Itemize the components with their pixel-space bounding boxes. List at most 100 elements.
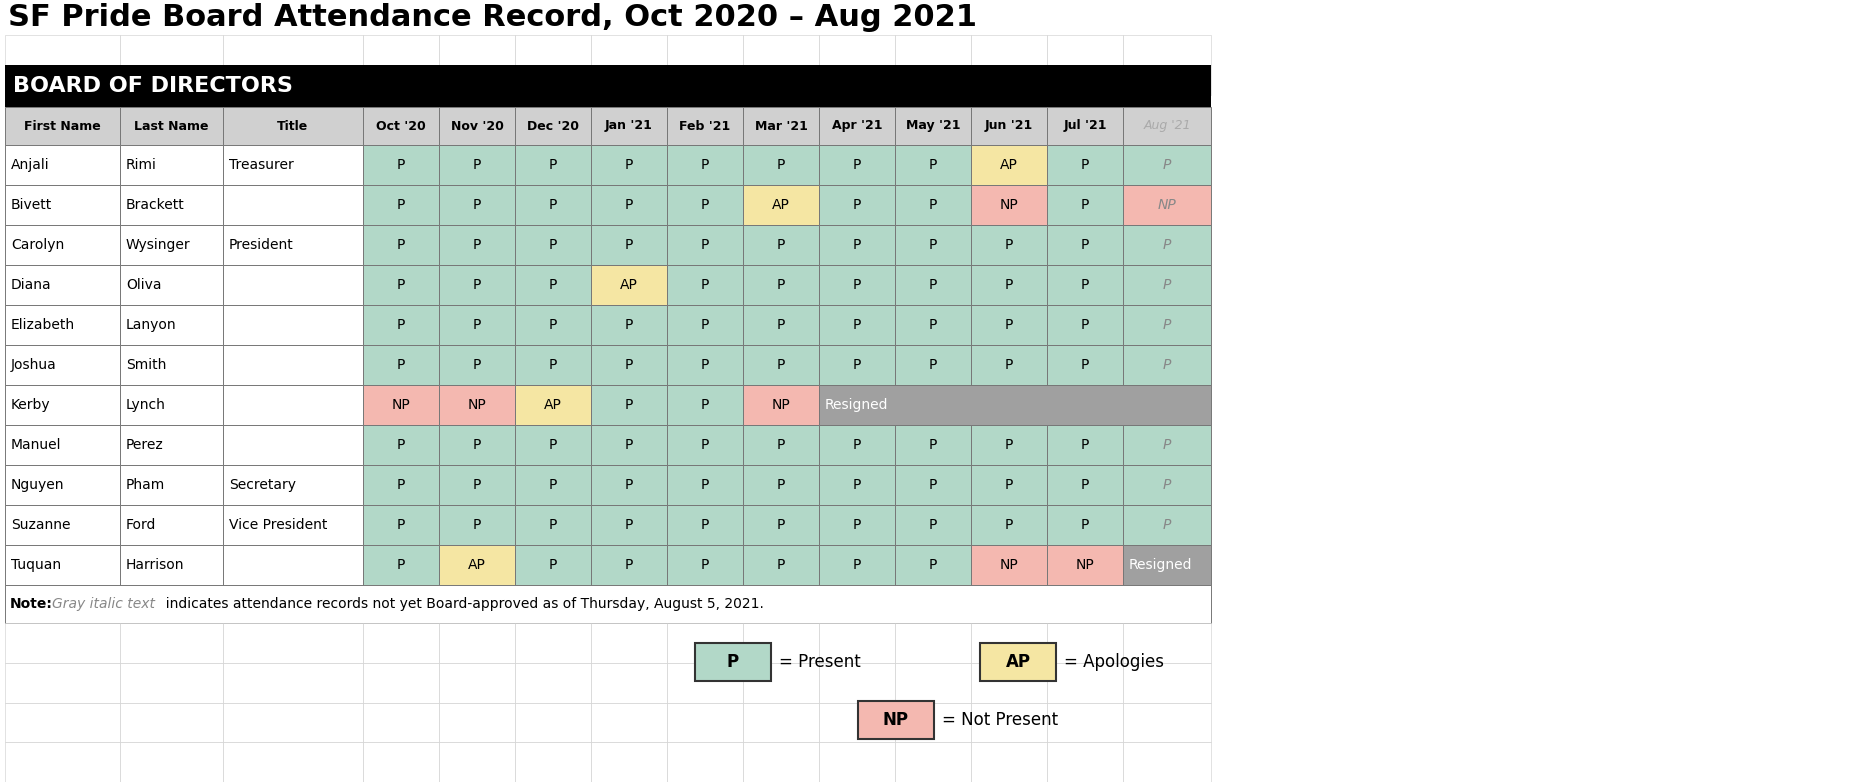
Text: Smith: Smith [126, 358, 167, 372]
Text: P: P [1081, 438, 1088, 452]
Text: Treasurer: Treasurer [230, 158, 293, 172]
Bar [515, 742, 591, 782]
Bar [743, 345, 819, 385]
Bar [363, 505, 439, 545]
Bar [1048, 505, 1124, 545]
Bar [515, 345, 591, 385]
Text: Joshua: Joshua [11, 358, 57, 372]
Bar [971, 185, 1048, 225]
Text: P: P [625, 198, 634, 212]
Text: P: P [929, 318, 936, 332]
Text: President: President [230, 238, 293, 252]
Text: Resigned: Resigned [825, 398, 888, 412]
Text: P: P [1162, 358, 1172, 372]
Text: P: P [929, 278, 936, 292]
Text: P: P [397, 238, 406, 252]
Bar [6, 465, 121, 505]
Text: Elizabeth: Elizabeth [11, 318, 76, 332]
Bar [819, 742, 895, 782]
Text: P: P [777, 478, 786, 492]
Text: P: P [1081, 198, 1088, 212]
Bar [743, 425, 819, 465]
Bar [819, 145, 895, 185]
Text: P: P [549, 558, 558, 572]
Text: Brackett: Brackett [126, 198, 185, 212]
Bar [121, 545, 222, 585]
Text: P: P [473, 198, 482, 212]
Bar [743, 702, 819, 742]
Bar [895, 663, 971, 702]
Bar [363, 425, 439, 465]
Bar [515, 65, 591, 95]
Bar [667, 702, 743, 742]
Bar [439, 265, 515, 305]
Bar [363, 663, 439, 702]
Bar [121, 385, 222, 425]
Bar [591, 425, 667, 465]
Bar [222, 623, 363, 663]
Text: P: P [625, 518, 634, 532]
Bar [121, 742, 222, 782]
Bar [515, 425, 591, 465]
Bar [6, 107, 121, 145]
Bar [819, 702, 895, 742]
Text: P: P [701, 358, 710, 372]
Bar [439, 505, 515, 545]
Text: P: P [853, 438, 862, 452]
Bar [1048, 65, 1124, 95]
Text: Anjali: Anjali [11, 158, 50, 172]
Text: P: P [473, 518, 482, 532]
Bar [515, 265, 591, 305]
Text: P: P [701, 318, 710, 332]
Bar [222, 305, 363, 345]
Bar [363, 107, 439, 145]
Bar [1124, 663, 1211, 702]
Bar [515, 305, 591, 345]
Bar [515, 545, 591, 585]
Text: P: P [1005, 438, 1012, 452]
Bar [439, 702, 515, 742]
Bar [895, 65, 971, 95]
Bar [971, 345, 1048, 385]
Bar [743, 35, 819, 65]
Text: BOARD OF DIRECTORS: BOARD OF DIRECTORS [13, 76, 293, 96]
Text: P: P [549, 318, 558, 332]
Bar [121, 107, 222, 145]
Bar [363, 465, 439, 505]
Bar [667, 623, 743, 663]
Text: P: P [473, 238, 482, 252]
Bar [515, 107, 591, 145]
Bar [515, 663, 591, 702]
Text: P: P [397, 358, 406, 372]
Text: Rimi: Rimi [126, 158, 158, 172]
Bar [222, 702, 363, 742]
Text: P: P [549, 438, 558, 452]
Text: Note:: Note: [9, 597, 54, 611]
Text: Harrison: Harrison [126, 558, 185, 572]
Bar [667, 425, 743, 465]
Bar [515, 505, 591, 545]
Text: P: P [1162, 238, 1172, 252]
Bar [667, 145, 743, 185]
Text: Vice President: Vice President [230, 518, 328, 532]
Bar [971, 225, 1048, 265]
Bar [363, 623, 439, 663]
Text: P: P [929, 478, 936, 492]
Text: P: P [397, 158, 406, 172]
Bar [6, 425, 121, 465]
Text: P: P [1081, 518, 1088, 532]
Bar [819, 265, 895, 305]
Bar [667, 663, 743, 702]
Bar [121, 505, 222, 545]
Text: P: P [625, 358, 634, 372]
Bar [439, 623, 515, 663]
Bar [1124, 305, 1211, 345]
Bar [591, 35, 667, 65]
Bar [971, 623, 1048, 663]
Bar [819, 623, 895, 663]
Bar [591, 145, 667, 185]
Text: AP: AP [771, 198, 790, 212]
Bar [1048, 545, 1124, 585]
Bar [1124, 545, 1211, 585]
Bar [6, 545, 121, 585]
